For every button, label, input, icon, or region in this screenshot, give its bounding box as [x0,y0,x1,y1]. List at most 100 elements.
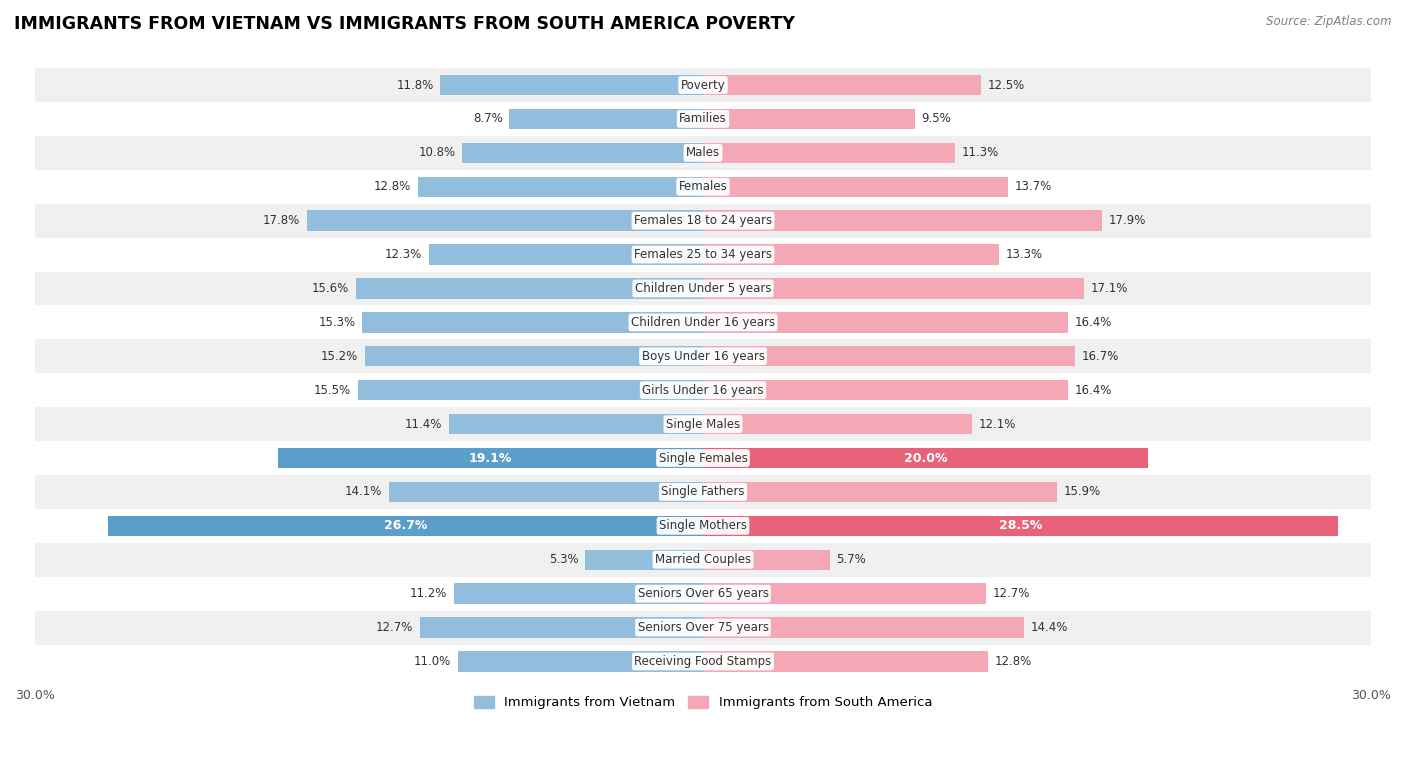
Text: 15.2%: 15.2% [321,349,359,363]
Bar [389,482,703,502]
Bar [277,448,703,468]
Bar [429,244,703,265]
Bar [463,143,703,163]
Text: IMMIGRANTS FROM VIETNAM VS IMMIGRANTS FROM SOUTH AMERICA POVERTY: IMMIGRANTS FROM VIETNAM VS IMMIGRANTS FR… [14,15,794,33]
Text: 17.8%: 17.8% [263,215,299,227]
Text: 19.1%: 19.1% [468,452,512,465]
Text: 26.7%: 26.7% [384,519,427,532]
Text: 14.4%: 14.4% [1031,621,1067,634]
Bar [703,177,1008,197]
Bar [35,577,1371,611]
Text: 16.4%: 16.4% [1076,316,1112,329]
Bar [703,108,914,129]
Text: 11.0%: 11.0% [415,655,451,668]
Bar [356,278,703,299]
Bar [703,448,1149,468]
Text: 12.7%: 12.7% [377,621,413,634]
Text: Receiving Food Stamps: Receiving Food Stamps [634,655,772,668]
Text: 13.7%: 13.7% [1015,180,1052,193]
Text: 12.1%: 12.1% [979,418,1017,431]
Bar [458,651,703,672]
Text: Single Fathers: Single Fathers [661,485,745,499]
Bar [418,177,703,197]
Bar [35,475,1371,509]
Bar [703,380,1069,400]
Text: 12.7%: 12.7% [993,587,1029,600]
Bar [35,237,1371,271]
Text: 12.5%: 12.5% [988,79,1025,92]
Text: 17.1%: 17.1% [1091,282,1128,295]
Text: Seniors Over 75 years: Seniors Over 75 years [637,621,769,634]
Bar [703,211,1102,231]
Text: 10.8%: 10.8% [419,146,456,159]
Bar [703,482,1057,502]
Text: 17.9%: 17.9% [1108,215,1146,227]
Bar [703,143,955,163]
Bar [35,68,1371,102]
Bar [703,346,1076,366]
Text: 14.1%: 14.1% [344,485,382,499]
Text: 15.3%: 15.3% [319,316,356,329]
Text: 15.9%: 15.9% [1064,485,1101,499]
Text: 28.5%: 28.5% [998,519,1042,532]
Text: 12.3%: 12.3% [385,248,422,261]
Text: 9.5%: 9.5% [921,112,950,125]
Bar [454,584,703,604]
Text: Children Under 16 years: Children Under 16 years [631,316,775,329]
Bar [703,244,1000,265]
Text: Boys Under 16 years: Boys Under 16 years [641,349,765,363]
Legend: Immigrants from Vietnam, Immigrants from South America: Immigrants from Vietnam, Immigrants from… [468,691,938,715]
Bar [35,102,1371,136]
Bar [703,550,830,570]
Text: Females 25 to 34 years: Females 25 to 34 years [634,248,772,261]
Bar [420,617,703,637]
Text: Families: Families [679,112,727,125]
Bar [35,441,1371,475]
Bar [35,543,1371,577]
Text: 12.8%: 12.8% [994,655,1032,668]
Text: 15.6%: 15.6% [312,282,349,295]
Text: 15.5%: 15.5% [314,384,352,396]
Bar [585,550,703,570]
Bar [359,380,703,400]
Text: 11.4%: 11.4% [405,418,443,431]
Text: Seniors Over 65 years: Seniors Over 65 years [637,587,769,600]
Text: 5.3%: 5.3% [548,553,578,566]
Text: Females 18 to 24 years: Females 18 to 24 years [634,215,772,227]
Text: 11.8%: 11.8% [396,79,433,92]
Bar [35,644,1371,678]
Text: 13.3%: 13.3% [1005,248,1043,261]
Bar [35,509,1371,543]
Bar [703,414,973,434]
Bar [35,340,1371,373]
Bar [703,278,1084,299]
Text: 20.0%: 20.0% [904,452,948,465]
Text: 11.3%: 11.3% [962,146,998,159]
Text: 5.7%: 5.7% [837,553,866,566]
Bar [363,312,703,333]
Bar [108,515,703,536]
Text: Single Males: Single Males [666,418,740,431]
Text: Males: Males [686,146,720,159]
Text: Married Couples: Married Couples [655,553,751,566]
Bar [703,312,1069,333]
Text: Girls Under 16 years: Girls Under 16 years [643,384,763,396]
Text: Source: ZipAtlas.com: Source: ZipAtlas.com [1267,15,1392,28]
Bar [35,611,1371,644]
Text: 8.7%: 8.7% [472,112,502,125]
Text: 16.7%: 16.7% [1081,349,1119,363]
Text: 12.8%: 12.8% [374,180,412,193]
Text: Single Mothers: Single Mothers [659,519,747,532]
Bar [35,305,1371,340]
Text: Single Females: Single Females [658,452,748,465]
Bar [703,617,1024,637]
Bar [35,204,1371,237]
Bar [703,584,986,604]
Bar [307,211,703,231]
Bar [703,75,981,96]
Bar [364,346,703,366]
Text: Children Under 5 years: Children Under 5 years [634,282,772,295]
Text: 16.4%: 16.4% [1076,384,1112,396]
Bar [35,407,1371,441]
Bar [509,108,703,129]
